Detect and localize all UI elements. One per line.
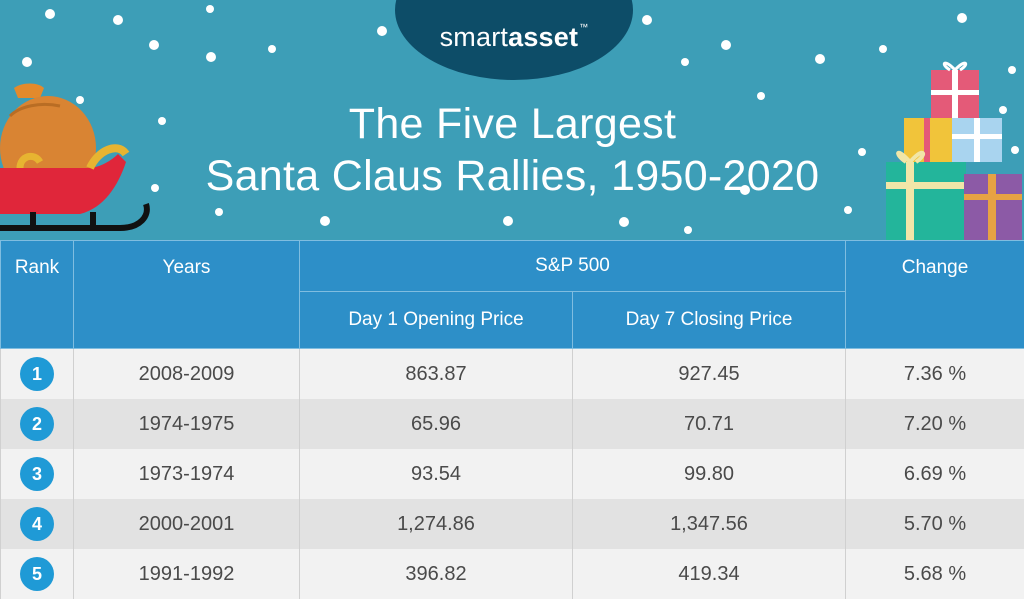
rank-badge: 5 [20,557,54,591]
close-price-cell: 927.45 [572,348,846,399]
header-day1-open: Day 1 Opening Price [299,291,573,349]
years-cell: 1974-1975 [73,399,300,449]
brand-prefix: smart [439,22,509,52]
brand-logo: smartasset™ [395,22,633,53]
snowflakes-decoration [22,5,1019,234]
table-row: 1 2008-2009 863.87 927.45 7.36 % [0,348,1024,399]
table-row: 3 1973-1974 93.54 99.80 6.69 % [0,449,1024,499]
open-price-cell: 396.82 [299,549,573,599]
close-price-cell: 70.71 [572,399,846,449]
table-row: 5 1991-1992 396.82 419.34 5.68 % [0,549,1024,599]
rank-badge: 4 [20,507,54,541]
table-row: 4 2000-2001 1,274.86 1,347.56 5.70 % [0,499,1024,549]
rank-cell: 1 [0,348,74,399]
table-row: 2 1974-1975 65.96 70.71 7.20 % [0,399,1024,449]
change-cell: 7.20 % [845,399,1024,449]
years-cell: 2008-2009 [73,348,300,399]
rank-cell: 3 [0,449,74,499]
rallies-table: Rank Years S&P 500 Change Day 1 Opening … [0,240,1024,599]
header-banner: smartasset™ The Five Largest Santa Claus… [0,0,1024,240]
open-price-cell: 93.54 [299,449,573,499]
years-cell: 1973-1974 [73,449,300,499]
santa-sleigh-icon [0,83,150,231]
open-price-cell: 1,274.86 [299,499,573,549]
close-price-cell: 419.34 [572,549,846,599]
header-rank: Rank [0,240,74,349]
change-cell: 5.70 % [845,499,1024,549]
gift-boxes-icon [886,61,1022,240]
brand-suffix: asset [508,22,579,52]
open-price-cell: 65.96 [299,399,573,449]
header-day7-close: Day 7 Closing Price [572,291,846,349]
brand-trademark: ™ [579,22,589,32]
years-cell: 1991-1992 [73,549,300,599]
title-line-2: Santa Claus Rallies, 1950-2020 [205,152,820,200]
years-cell: 2000-2001 [73,499,300,549]
rank-cell: 4 [0,499,74,549]
header-change: Change [845,240,1024,349]
open-price-cell: 863.87 [299,348,573,399]
title-line-1: The Five Largest [348,100,677,148]
change-cell: 7.36 % [845,348,1024,399]
page-title: The Five Largest Santa Claus Rallies, 19… [140,98,885,202]
rank-cell: 5 [0,549,74,599]
close-price-cell: 99.80 [572,449,846,499]
rank-cell: 2 [0,399,74,449]
rank-badge: 1 [20,357,54,391]
rank-badge: 3 [20,457,54,491]
header-sp500: S&P 500 [299,240,846,292]
rank-badge: 2 [20,407,54,441]
close-price-cell: 1,347.56 [572,499,846,549]
change-cell: 6.69 % [845,449,1024,499]
change-cell: 5.68 % [845,549,1024,599]
header-years: Years [73,240,300,349]
